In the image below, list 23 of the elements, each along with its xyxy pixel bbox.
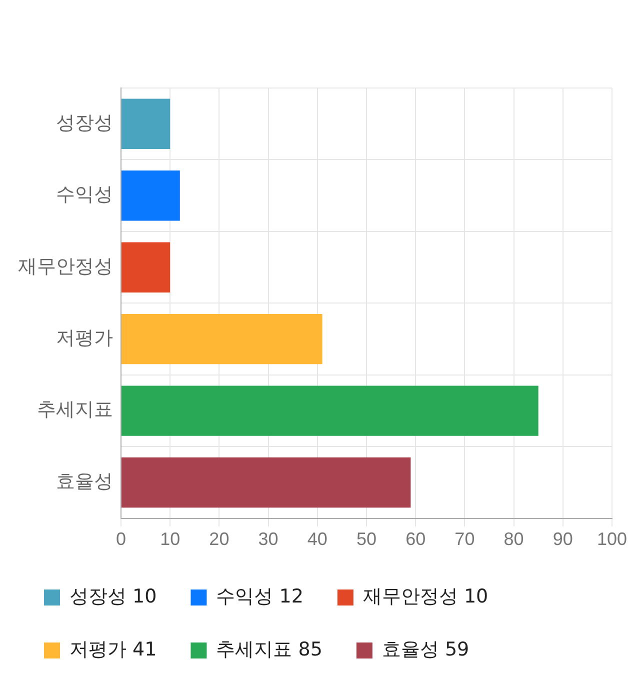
x-tick-label: 100 <box>596 529 628 550</box>
y-tick-label: 저평가 <box>56 327 113 350</box>
y-tick-label: 성장성 <box>56 112 113 134</box>
x-tick-label: 20 <box>209 529 230 550</box>
legend-label: 저평가 41 <box>70 638 157 660</box>
x-tick-label: 70 <box>454 529 475 550</box>
x-tick-label: 60 <box>406 529 426 550</box>
legend-label: 수익성 12 <box>216 585 304 608</box>
legend-label: 추세지표 85 <box>216 638 322 660</box>
legend-label: 성장성 10 <box>70 585 157 608</box>
x-tick-label: 90 <box>552 529 573 550</box>
x-tick-label: 30 <box>258 529 278 550</box>
y-tick-label: 효율성 <box>56 470 113 492</box>
legend-label: 재무안정성 10 <box>362 585 488 608</box>
x-tick-label: 50 <box>356 529 377 550</box>
x-tick-label: 10 <box>160 529 180 550</box>
y-tick-label: 추세지표 <box>37 398 113 421</box>
x-tick-label: 80 <box>504 529 524 550</box>
legend-label: 효율성 59 <box>382 638 470 660</box>
y-tick-label: 수익성 <box>56 184 113 206</box>
x-tick-label: 40 <box>307 529 328 550</box>
x-tick-label: 0 <box>116 529 126 550</box>
y-tick-label: 재무안정성 <box>18 255 113 278</box>
